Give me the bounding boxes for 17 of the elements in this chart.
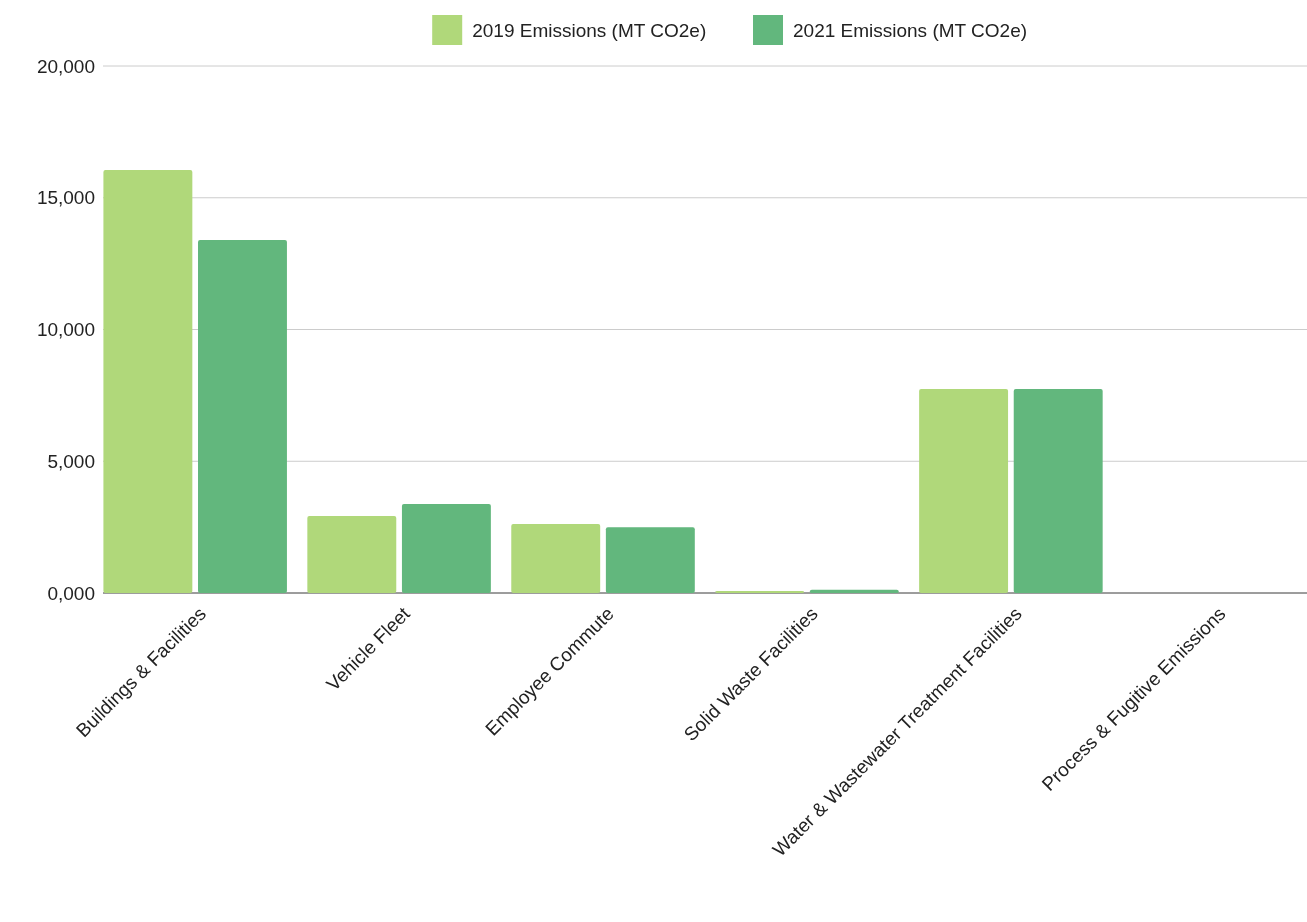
y-tick-label: 15,000 [36, 187, 95, 209]
y-tick-label: 20,000 [36, 55, 95, 77]
bar [307, 516, 397, 593]
y-tick-label: 5,000 [47, 450, 95, 472]
bar [809, 589, 899, 593]
bar [919, 389, 1009, 593]
bar [401, 503, 491, 593]
bar [605, 527, 695, 593]
bar [1013, 389, 1103, 593]
bar [715, 590, 805, 593]
legend-label: 2021 Emissions (MT CO2e) [793, 19, 1028, 41]
legend-label: 2019 Emissions (MT CO2e) [472, 19, 707, 41]
y-tick-label: 0,000 [47, 582, 95, 604]
bar [511, 523, 601, 593]
bar [103, 170, 193, 593]
y-tick-label: 10,000 [36, 319, 95, 341]
bar [198, 239, 287, 593]
